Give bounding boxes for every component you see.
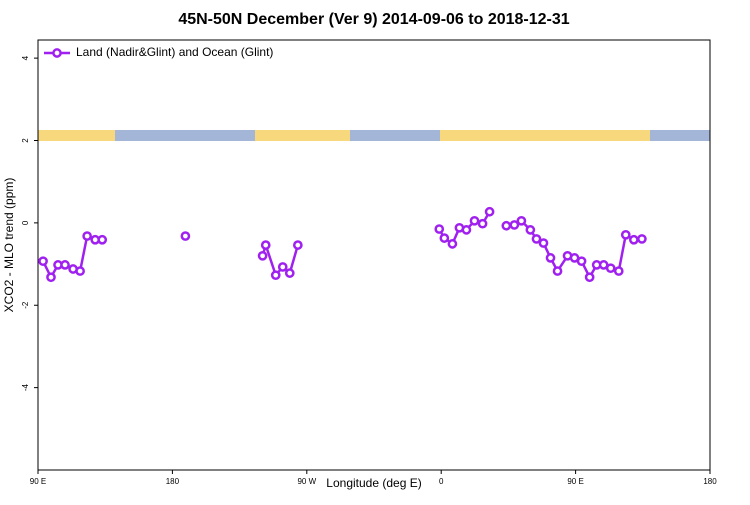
- data-point: [97, 234, 108, 245]
- y-tick-label: 0: [21, 220, 30, 225]
- data-point: [576, 256, 587, 267]
- map-strip: [38, 130, 710, 141]
- data-point: [477, 218, 488, 229]
- data-point: [605, 263, 616, 274]
- data-point: [75, 266, 85, 276]
- data-point: [501, 220, 512, 231]
- data-point: [260, 240, 271, 250]
- data-point: [525, 225, 536, 235]
- data-point: [545, 253, 556, 263]
- data-point: [439, 233, 450, 243]
- data-point: [38, 256, 48, 267]
- data-point: [484, 206, 495, 217]
- data-point: [628, 234, 639, 245]
- data-point: [516, 215, 527, 226]
- y-axis-label: XCO2 - MLO trend (ppm): [2, 178, 16, 313]
- data-point: [434, 224, 445, 234]
- data-point: [180, 231, 191, 241]
- data-point: [257, 250, 268, 261]
- x-tick-label: 90 W: [297, 477, 316, 486]
- plot-frame: [37, 39, 711, 471]
- data-point: [613, 266, 624, 276]
- data-point: [469, 215, 480, 226]
- y-tick-label: -4: [21, 384, 30, 392]
- x-axis-label: Longitude (deg E): [326, 476, 421, 490]
- y-tick-label: -2: [21, 301, 30, 309]
- data-line: [41, 211, 643, 280]
- x-tick-label: 0: [439, 477, 444, 486]
- data-point: [284, 268, 295, 278]
- data-point: [277, 262, 288, 272]
- legend-label: Land (Nadir&Glint) and Ocean (Glint): [76, 45, 273, 59]
- data-point: [447, 239, 458, 249]
- data-point: [538, 238, 549, 248]
- data-point: [461, 225, 472, 235]
- y-tick-label: 4: [21, 55, 30, 60]
- legend-marker: [52, 48, 62, 58]
- data-point: [552, 266, 563, 276]
- data-point: [531, 234, 542, 244]
- data-point: [82, 231, 92, 241]
- data-point: [46, 272, 56, 283]
- chart-title: 45N-50N December (Ver 9) 2014-09-06 to 2…: [178, 11, 569, 28]
- x-tick-label: 180: [166, 477, 180, 486]
- y-tick-label: 2: [21, 138, 30, 143]
- data-point: [584, 272, 595, 283]
- data-point: [637, 234, 647, 244]
- x-tick-label: 90 E: [567, 477, 583, 486]
- data-point: [292, 240, 303, 250]
- data-point: [60, 260, 70, 270]
- x-tick-label: 180: [703, 477, 717, 486]
- data-point: [509, 220, 520, 230]
- x-tick-label: 90 E: [30, 477, 46, 486]
- data-point: [270, 270, 281, 281]
- data-point: [620, 229, 631, 240]
